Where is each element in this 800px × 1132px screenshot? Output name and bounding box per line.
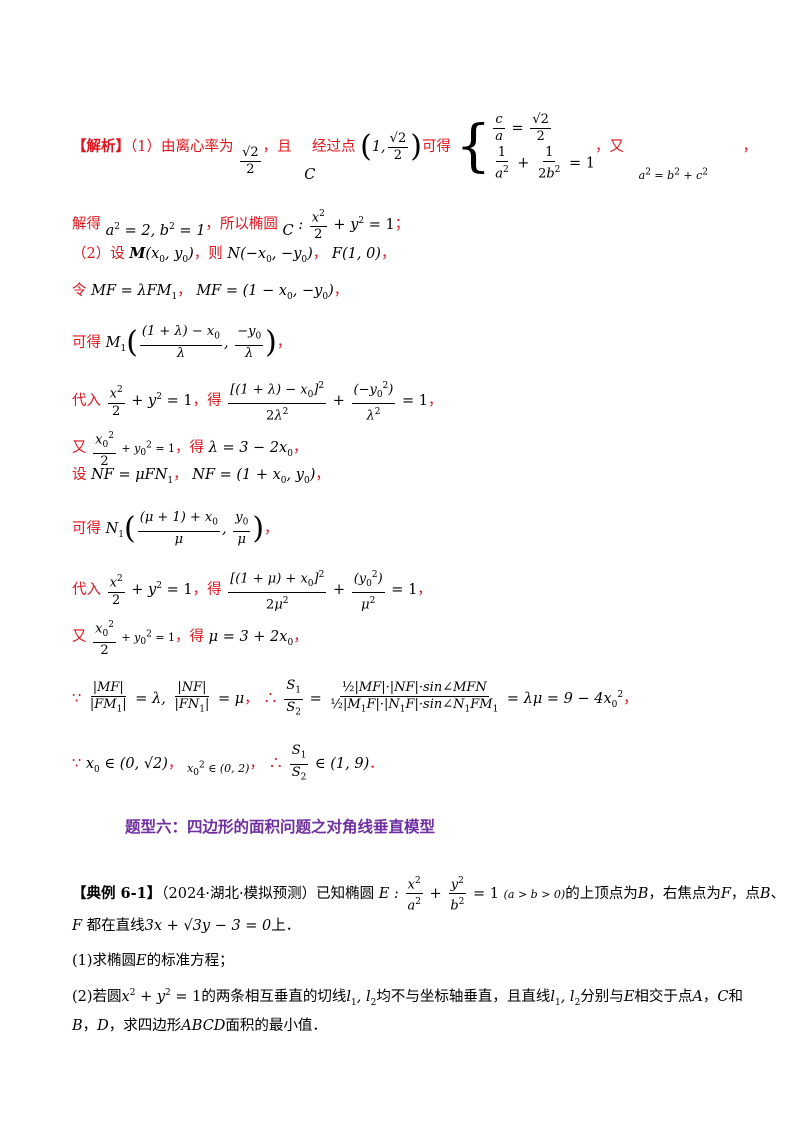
solution-line-8: 设 NF = μFN1， NF = (1 + x0, y0)， xyxy=(72,467,330,486)
solution-line-4: 令 MF = λFM1， MF = (1 − x0, −y0)， xyxy=(72,283,349,302)
section-heading: 题型六：四边形的面积问题之对角线垂直模型 xyxy=(124,818,435,836)
example-label: 【典例 6-1】 xyxy=(72,884,162,902)
example-line-1: 【典例 6-1】（2024·湖北·模拟预测）已知椭圆 E : x2 a2 + y2… xyxy=(72,873,785,915)
solution-line-3: （2）设 M(x0, y0)，则 N(−x0, −y0)， F(1, 0)， xyxy=(72,245,396,265)
solution-line-9: 可得 N1((μ + 1) + x0 μ, y0 μ)， xyxy=(72,510,279,547)
solution-line-7: 又 x02 2 + y02 = 1，得 λ = 3 − 2x0， xyxy=(72,428,307,470)
solution-line-6: 代入 x2 2 + y2 = 1，得 [(1 + λ) − x0]2 2λ2 + (… xyxy=(72,378,442,424)
solution-line-12: ∵ |MF| |FM1| = λ, |NF| |FN1| = μ， ∴ S1 S2 =… xyxy=(72,678,638,718)
solution-line-10: 代入 x2 2 + y2 = 1，得 [(1 + μ) + x0]2 2μ2 + (… xyxy=(72,567,432,613)
example-line-2: F 都在直线3x + √3y − 3 = 0上． xyxy=(72,918,301,934)
example-question-2: (2)若圆x2 + y2 = 1的两条相互垂直的切线l1, l2均不与坐标轴垂直… xyxy=(72,988,743,1008)
example-question-2-cont: B，D，求四边形ABCD面积的最小值． xyxy=(72,1018,327,1034)
solution-line-11: 又 x02 2 + y02 = 1，得 μ = 3 + 2x0， xyxy=(72,617,308,659)
example-question-1: (1)求椭圆E的标准方程； xyxy=(72,953,234,969)
solution-line-2: 解得 a2 = 2, b2 = 1，所以椭圆 C : x2 2 + y2 = 1； xyxy=(72,206,409,243)
solution-label: 【解析】 xyxy=(72,138,130,156)
solution-line-13: ∵ x0 ∈ (0, √2)， x02 ∈ (0, 2)， ∴ S1 S2 ∈ (… xyxy=(72,743,384,783)
solution-line-5: 可得 M1((1 + λ) − x0 λ, −y0 λ)， xyxy=(72,324,292,361)
